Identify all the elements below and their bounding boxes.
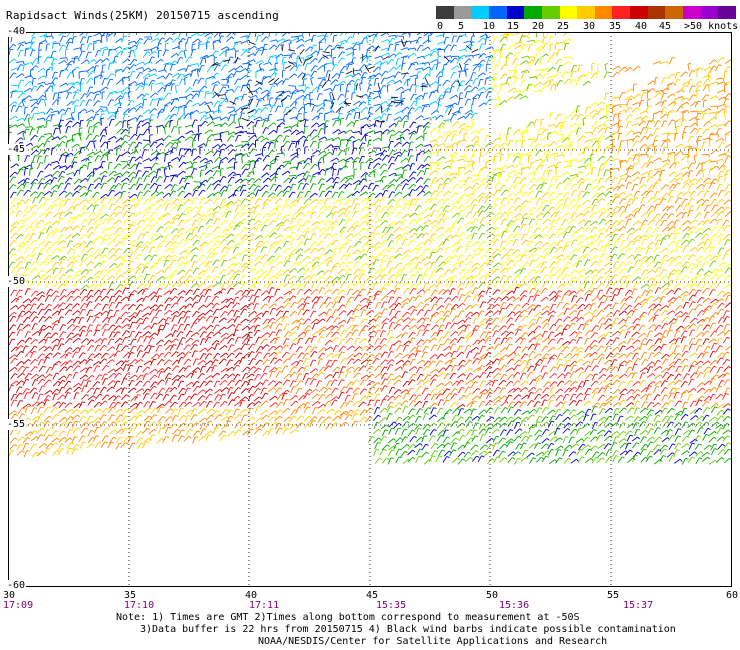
legend-label-5: 5 bbox=[458, 21, 465, 32]
wind-speed-legend: 0 5 10 15 20 25 30 35 40 45 >50 knots bbox=[436, 4, 739, 34]
lat-label-60: -60 bbox=[6, 580, 27, 591]
legend-swatch bbox=[506, 6, 525, 19]
lat-label-55: -55 bbox=[6, 419, 27, 430]
legend-swatch bbox=[524, 6, 543, 19]
time-label-3: 17:11 bbox=[249, 600, 280, 611]
legend-swatch bbox=[453, 6, 472, 19]
lon-label-55: 55 bbox=[607, 590, 620, 601]
wind-barb-field bbox=[8, 32, 732, 587]
lon-label-30: 30 bbox=[3, 590, 16, 601]
time-label-1: 17:09 bbox=[3, 600, 34, 611]
legend-label-0: 0 bbox=[437, 21, 444, 32]
legend-label-25: 25 bbox=[557, 21, 570, 32]
legend-swatch bbox=[683, 6, 702, 19]
legend-label-40: 40 bbox=[635, 21, 648, 32]
note-line-1: Note: 1) Times are GMT 2)Times along bot… bbox=[116, 612, 580, 623]
lon-label-50: 50 bbox=[486, 590, 499, 601]
legend-swatch bbox=[718, 6, 737, 19]
time-label-6: 15:37 bbox=[623, 600, 654, 611]
legend-label-15: 15 bbox=[507, 21, 520, 32]
time-label-5: 15:36 bbox=[499, 600, 530, 611]
legend-label-50: >50 knots bbox=[684, 21, 739, 32]
legend-swatch bbox=[647, 6, 666, 19]
legend-swatch bbox=[436, 6, 455, 19]
note-line-3: NOAA/NESDIS/Center for Satellite Applica… bbox=[258, 636, 608, 647]
legend-label-35: 35 bbox=[609, 21, 622, 32]
lat-lon-grid bbox=[8, 32, 732, 587]
legend-label-30: 30 bbox=[583, 21, 596, 32]
time-label-2: 17:10 bbox=[124, 600, 155, 611]
legend-swatch bbox=[541, 6, 561, 19]
legend-swatch bbox=[700, 6, 719, 19]
lat-label-45: -45 bbox=[6, 144, 27, 155]
legend-swatch bbox=[577, 6, 596, 19]
legend-swatch bbox=[488, 6, 508, 19]
legend-swatch bbox=[559, 6, 578, 19]
lat-label-50: -50 bbox=[6, 276, 27, 287]
lon-label-60: 60 bbox=[726, 590, 739, 601]
legend-swatch bbox=[594, 6, 613, 19]
lon-label-45: 45 bbox=[366, 590, 379, 601]
lat-label-40: -40 bbox=[6, 26, 27, 37]
legend-swatch bbox=[665, 6, 684, 19]
legend-swatch bbox=[612, 6, 631, 19]
wind-map bbox=[8, 32, 732, 587]
map-frame bbox=[8, 32, 732, 587]
lon-label-40: 40 bbox=[245, 590, 258, 601]
legend-label-20: 20 bbox=[532, 21, 545, 32]
note-line-2: 3)Data buffer is 22 hrs from 20150715 4)… bbox=[140, 624, 676, 635]
legend-swatch bbox=[630, 6, 649, 19]
legend-label-45: 45 bbox=[659, 21, 672, 32]
legend-label-10: 10 bbox=[483, 21, 496, 32]
map-title: Rapidsact Winds(25KM) 20150715 ascending bbox=[6, 9, 279, 22]
legend-swatch bbox=[471, 6, 490, 19]
time-label-4: 15:35 bbox=[376, 600, 407, 611]
lon-label-35: 35 bbox=[124, 590, 137, 601]
